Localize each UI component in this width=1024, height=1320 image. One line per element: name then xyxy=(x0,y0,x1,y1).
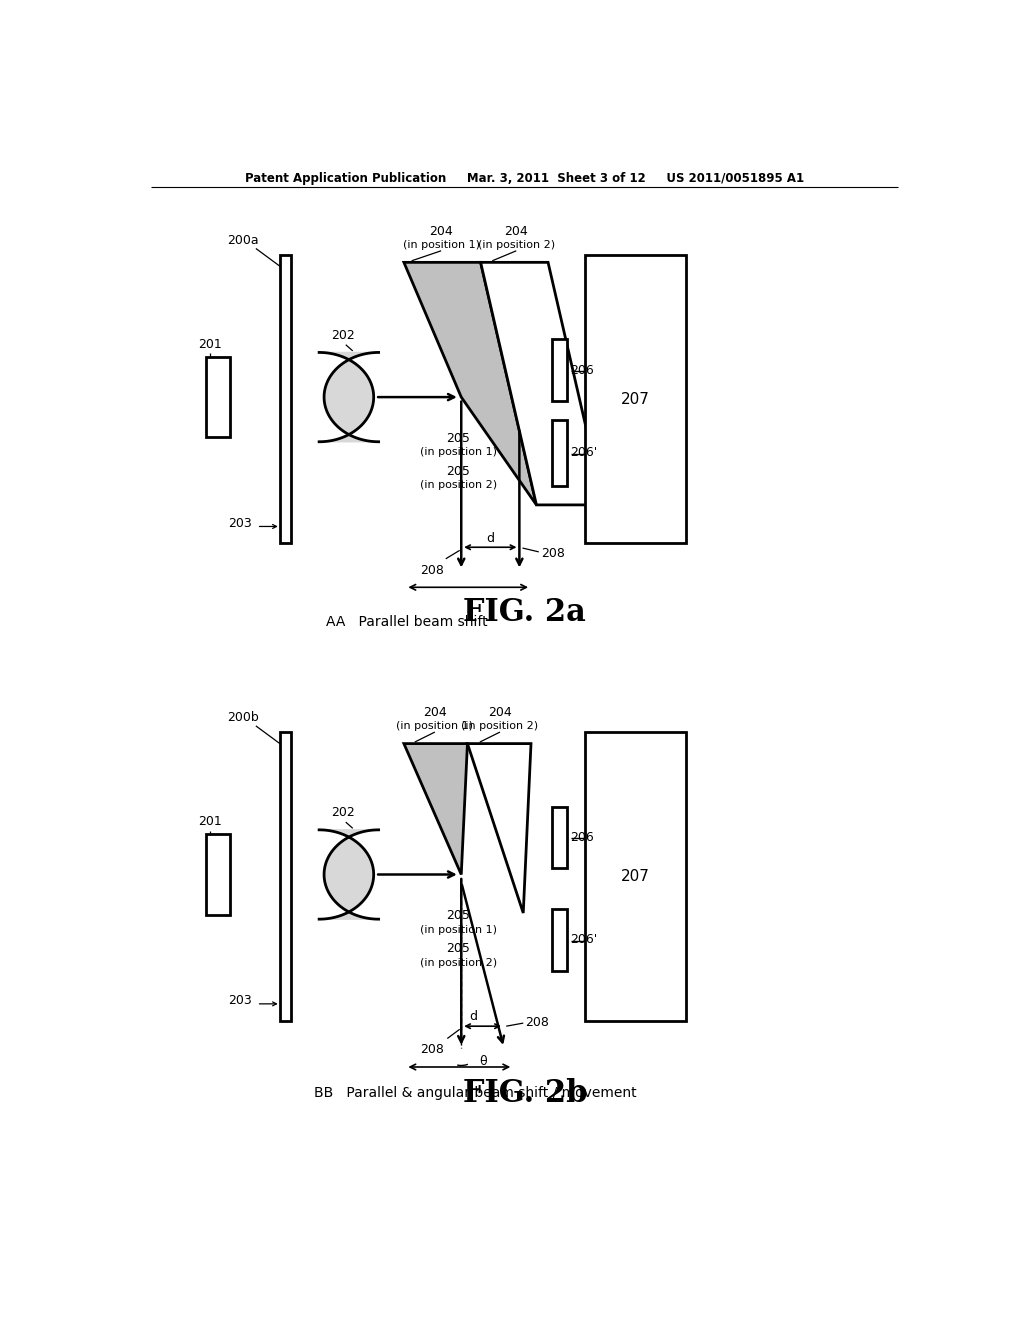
Text: (in position 2): (in position 2) xyxy=(420,480,497,490)
Text: (in position 2): (in position 2) xyxy=(478,240,555,249)
Polygon shape xyxy=(319,830,379,919)
Polygon shape xyxy=(467,743,531,913)
Polygon shape xyxy=(319,352,379,442)
Text: 205: 205 xyxy=(446,465,470,478)
Text: 204: 204 xyxy=(488,706,512,719)
Text: (in position 2): (in position 2) xyxy=(420,958,497,968)
FancyBboxPatch shape xyxy=(206,834,230,915)
Text: FIG. 2b: FIG. 2b xyxy=(463,1078,587,1109)
Text: AA   Parallel beam shift: AA Parallel beam shift xyxy=(326,615,487,630)
Text: 200b: 200b xyxy=(227,711,259,725)
Text: 208: 208 xyxy=(420,564,443,577)
Text: 205: 205 xyxy=(446,432,470,445)
Text: 208: 208 xyxy=(525,1016,550,1028)
Text: d: d xyxy=(469,1010,477,1023)
FancyBboxPatch shape xyxy=(586,733,686,1020)
Text: 208: 208 xyxy=(541,546,565,560)
Text: 203: 203 xyxy=(227,516,252,529)
Polygon shape xyxy=(403,743,467,875)
Polygon shape xyxy=(403,263,537,506)
Text: θ: θ xyxy=(479,1055,486,1068)
FancyBboxPatch shape xyxy=(552,909,566,970)
FancyBboxPatch shape xyxy=(552,420,566,486)
Text: (in position 1): (in position 1) xyxy=(420,924,497,935)
Text: 206': 206' xyxy=(570,933,598,946)
Text: 201: 201 xyxy=(199,816,222,829)
Text: 205: 205 xyxy=(446,942,470,956)
Polygon shape xyxy=(480,263,604,506)
FancyBboxPatch shape xyxy=(552,339,566,401)
Text: 204: 204 xyxy=(505,224,528,238)
Text: 203: 203 xyxy=(227,994,252,1007)
Text: 204: 204 xyxy=(429,224,453,238)
FancyBboxPatch shape xyxy=(280,733,291,1020)
Text: 202: 202 xyxy=(331,807,354,818)
FancyBboxPatch shape xyxy=(280,255,291,544)
Text: 202: 202 xyxy=(331,329,354,342)
Text: (in position 1): (in position 1) xyxy=(420,447,497,457)
Text: 207: 207 xyxy=(622,392,650,407)
Text: (in position 1): (in position 1) xyxy=(396,721,473,731)
Text: (in position 1): (in position 1) xyxy=(402,240,479,249)
Text: 206: 206 xyxy=(570,832,594,843)
Text: FIG. 2a: FIG. 2a xyxy=(464,597,586,628)
Text: 206': 206' xyxy=(570,446,598,459)
Text: 206: 206 xyxy=(570,363,594,376)
Text: d: d xyxy=(486,532,495,545)
FancyBboxPatch shape xyxy=(552,807,566,869)
Text: (in position 2): (in position 2) xyxy=(462,721,539,731)
Text: BB   Parallel & angular beam shift / movement: BB Parallel & angular beam shift / movem… xyxy=(314,1086,637,1101)
Text: 208: 208 xyxy=(420,1043,443,1056)
FancyBboxPatch shape xyxy=(586,255,686,544)
Text: 204: 204 xyxy=(423,706,446,719)
Text: 207: 207 xyxy=(622,869,650,884)
Text: Patent Application Publication     Mar. 3, 2011  Sheet 3 of 12     US 2011/00518: Patent Application Publication Mar. 3, 2… xyxy=(245,173,805,185)
FancyBboxPatch shape xyxy=(206,358,230,437)
Text: 201: 201 xyxy=(199,338,222,351)
Text: 205: 205 xyxy=(446,909,470,923)
Text: 200a: 200a xyxy=(227,234,258,247)
